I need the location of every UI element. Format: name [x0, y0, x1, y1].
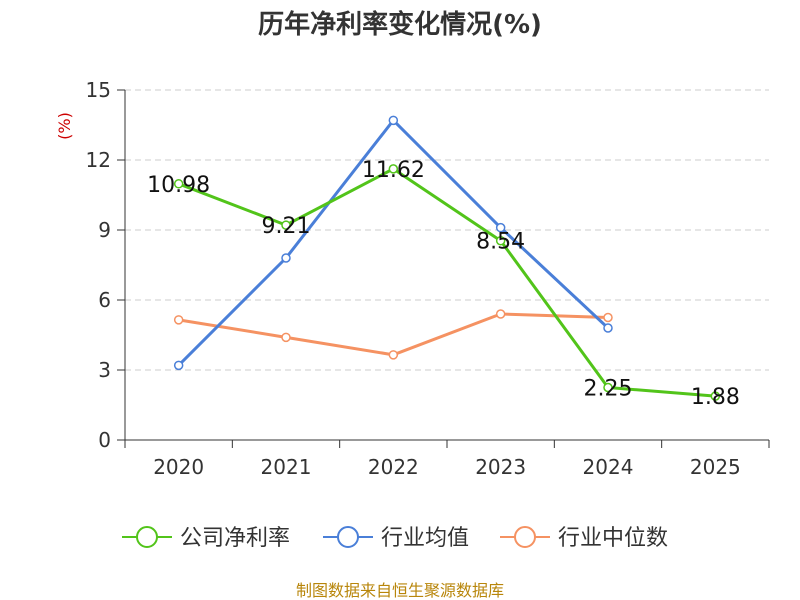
data-point [173, 315, 184, 325]
legend: 公司净利率 行业均值 行业中位数 [122, 526, 668, 551]
y-tick-label: 12 [86, 148, 111, 172]
data-point [603, 323, 613, 333]
y-tick-label: 9 [98, 218, 111, 242]
data-label: 2.25 [584, 377, 633, 402]
data-label: 1.88 [691, 385, 740, 410]
data-label: 9.21 [262, 214, 311, 239]
data-point [173, 179, 184, 189]
data-point [710, 391, 721, 401]
legend-item-1: 行业均值 [323, 526, 469, 551]
series-2 [173, 309, 613, 360]
gridlines [125, 89, 769, 371]
data-label: 8.54 [476, 230, 525, 255]
data-point [388, 115, 399, 126]
x-axis-ticks: 2020 2021 2022 2023 2024 2025 [124, 440, 770, 479]
data-label: 10.98 [147, 173, 210, 198]
data-point [603, 382, 613, 393]
series-0 [173, 164, 721, 401]
x-tick-label: 2023 [475, 455, 526, 479]
data-point [281, 220, 291, 230]
data-labels: 10.98 9.21 11.62 8.54 2.25 1.88 [147, 158, 740, 410]
y-tick-label: 0 [98, 428, 111, 452]
y-tick-label: 3 [98, 358, 111, 382]
y-axis-ticks: 0 3 6 9 12 15 [86, 78, 125, 452]
source-note: 制图数据来自恒生聚源数据库 [296, 581, 504, 600]
series-line-2 [178, 312, 609, 357]
legend-label: 公司净利率 [180, 526, 290, 551]
legend-label: 行业中位数 [558, 526, 668, 551]
legend-marker [337, 526, 359, 548]
legend-item-2: 行业中位数 [500, 526, 668, 551]
x-tick-label: 2020 [153, 455, 204, 479]
legend-label: 行业均值 [381, 526, 469, 551]
series-lines [173, 115, 721, 401]
y-axis-unit-label: (%) [55, 112, 74, 140]
data-point [173, 360, 184, 371]
legend-item-0: 公司净利率 [122, 526, 290, 551]
legend-marker [136, 526, 158, 548]
series-1 [173, 115, 613, 371]
axes [124, 90, 769, 441]
series-line-0 [178, 167, 716, 398]
x-tick-label: 2022 [368, 455, 419, 479]
y-tick-label: 6 [98, 288, 111, 312]
x-tick-label: 2025 [690, 455, 741, 479]
data-point [495, 222, 506, 233]
legend-marker [514, 526, 536, 548]
data-point [281, 253, 291, 263]
data-point [281, 332, 291, 343]
y-tick-label: 15 [86, 78, 111, 102]
data-point [495, 235, 506, 246]
data-point [388, 164, 399, 174]
data-label: 11.62 [362, 158, 425, 183]
data-point [388, 350, 399, 360]
data-point [603, 312, 613, 323]
data-point [495, 309, 506, 319]
chart-title: 历年净利率变化情况(%) [258, 9, 542, 40]
x-tick-label: 2021 [261, 455, 312, 479]
x-tick-label: 2024 [583, 455, 634, 479]
